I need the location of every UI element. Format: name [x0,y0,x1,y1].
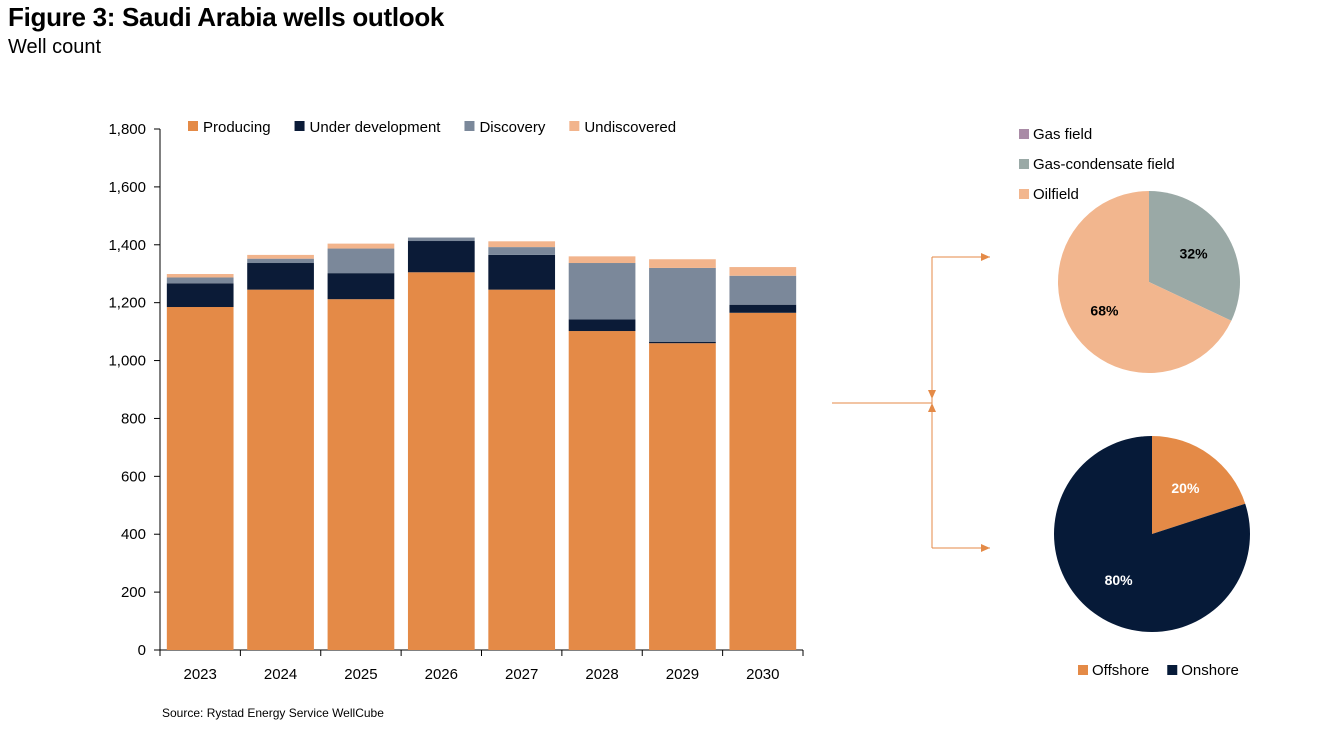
bar-discovery-2030 [729,275,797,305]
bar-undiscovered-2025 [327,243,395,249]
bar-under-development-2023 [166,283,234,308]
y-tick-label: 0 [138,642,146,659]
source-note: Source: Rystad Energy Service WellCube [162,706,384,720]
bar-discovery-2024 [247,258,314,264]
bar-discovery-2029 [649,267,716,342]
x-tick-label: 2030 [746,666,779,683]
x-tick-label: 2025 [344,666,377,683]
bar-producing-2025 [327,299,395,650]
y-tick-label: 400 [121,526,146,543]
legend-swatch-under-development [294,121,305,131]
y-tick-label: 1,400 [108,237,146,254]
field-type-pie-chart: 0%32%68% [1058,191,1240,373]
pie-value-label-oilfield: 68% [1090,302,1119,318]
arrowhead [981,544,990,552]
connector-arrows [832,253,990,552]
x-tick-label: 2029 [666,666,699,683]
arrowhead [981,253,990,261]
legend-label-onshore: Onshore [1181,662,1239,679]
legend-label-undiscovered: Undiscovered [584,119,676,136]
arrowhead [928,403,936,412]
y-tick-label: 600 [121,468,146,485]
bar-producing-2024 [247,289,314,650]
figure-title: Figure 3: Saudi Arabia wells outlook [8,2,445,32]
bar-undiscovered-2023 [166,274,234,278]
legend-label-producing: Producing [203,119,271,136]
legend-swatch-offshore [1078,665,1088,675]
x-tick-label: 2028 [585,666,618,683]
pie-slice-gas-condensate-field [1149,191,1240,321]
bar-undiscovered-2027 [488,241,556,248]
x-tick-label: 2026 [425,666,458,683]
x-tick-label: 2027 [505,666,538,683]
pie-slice-offshore [1152,436,1246,534]
legend-swatch-onshore [1167,665,1178,675]
location-pie-chart: 20% 80% [1053,436,1250,632]
bar-under-development-2024 [247,263,314,290]
legend-label-discovery: Discovery [479,119,545,136]
bar-producing-2023 [166,307,234,650]
bar-under-development-2030 [729,304,797,313]
bar-discovery-2026 [407,237,475,242]
bar-discovery-2027 [488,247,556,255]
bar-under-development-2028 [568,319,636,332]
legend-label-gas-condensate-field: Gas-condensate field [1033,156,1175,173]
bar-discovery-2025 [327,248,395,274]
bar-undiscovered-2024 [247,254,314,259]
bar-undiscovered-2028 [568,256,636,264]
bar-undiscovered-2030 [729,267,797,276]
legend-swatch-discovery [464,121,475,131]
legend-swatch-gas-field [1019,129,1029,139]
y-tick-label: 1,200 [108,295,146,312]
legend-label-oilfield: Oilfield [1033,186,1079,203]
y-tick-label: 1,600 [108,179,146,196]
bar-undiscovered-2029 [649,259,716,268]
pie-slice-onshore [1053,436,1250,632]
pie-value-label-offshore: 20% [1171,480,1200,496]
bar-under-development-2029 [649,341,716,344]
y-tick-label: 1,800 [108,121,146,138]
x-tick-label: 2023 [184,666,217,683]
bar-producing-2028 [568,331,636,650]
pie-value-label-onshore: 80% [1105,572,1134,588]
x-tick-label: 2024 [264,666,297,683]
bar-producing-2027 [488,289,556,650]
legend-swatch-oilfield [1019,189,1029,199]
pie-value-label-gas-condensate-field: 32% [1180,246,1209,262]
legend-label-gas-field: Gas field [1033,126,1092,143]
bar-producing-2030 [729,312,797,650]
bar-under-development-2027 [488,254,556,290]
y-tick-label: 800 [121,410,146,427]
legend-swatch-undiscovered [569,121,580,131]
figure-subtitle: Well count [8,36,102,58]
pie-slice-oilfield [1058,191,1232,373]
y-tick-label: 1,000 [108,353,146,370]
bar-discovery-2028 [568,263,636,320]
arrowhead [928,390,936,399]
bar-under-development-2026 [407,241,475,273]
y-tick-label: 200 [121,584,146,601]
legend-swatch-gas-condensate-field [1019,159,1029,169]
legend-label-under-development: Under development [310,119,442,136]
bar-discovery-2023 [166,277,234,284]
bar-producing-2026 [407,272,475,650]
bar-under-development-2025 [327,273,395,300]
bar-producing-2029 [649,343,716,650]
legend-label-offshore: Offshore [1092,662,1149,679]
legend-swatch-producing [188,121,198,131]
